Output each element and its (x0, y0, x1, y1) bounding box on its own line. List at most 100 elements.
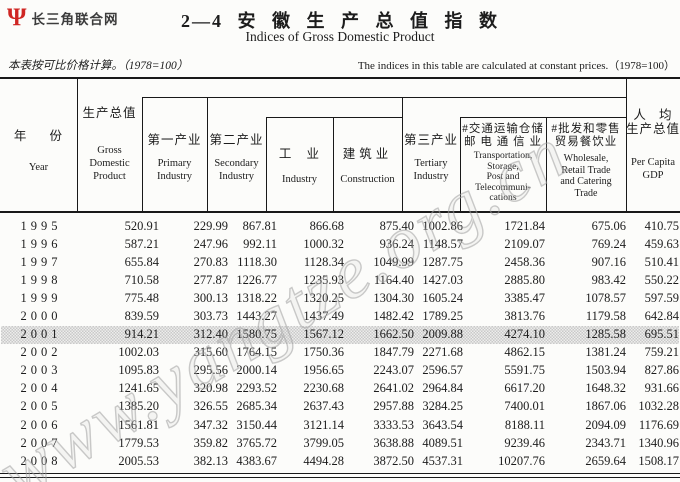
value-cell: 1318.22 (236, 290, 277, 305)
col-header-industry-zh: 工 业 (278, 147, 321, 161)
value-cell: 839.59 (124, 309, 159, 324)
col-header-wholesale-retail-catering: #批发和零售 贸易餐饮业 Wholesale, Retail Trade and… (546, 117, 626, 211)
value-cell: 2659.64 (585, 453, 626, 468)
value-cell: 914.21 (124, 327, 159, 342)
site-logo[interactable]: Ψ 长三角联合网 (7, 5, 119, 30)
col-header-tertiary-zh: 第三产业 (403, 132, 458, 147)
value-cell: 312.40 (193, 327, 228, 342)
value-cell: 2271.68 (422, 345, 463, 360)
col-header-year-zh: 年 份 (13, 129, 64, 143)
year-cell: 2000 (20, 309, 62, 324)
value-cell: 1750.36 (303, 345, 344, 360)
value-cell: 3385.47 (504, 290, 545, 305)
value-cell: 326.55 (193, 399, 228, 414)
year-cell: 2003 (20, 363, 62, 378)
value-cell: 1779.53 (118, 435, 159, 450)
value-cell: 1118.30 (237, 254, 277, 269)
value-cell: 3872.50 (373, 453, 414, 468)
value-cell: 247.96 (193, 236, 228, 251)
value-cell: 1095.83 (118, 363, 159, 378)
value-cell: 4089.51 (422, 435, 463, 450)
value-cell: 1381.24 (585, 345, 626, 360)
header-bottom-rule (0, 211, 680, 213)
value-cell: 2343.71 (585, 435, 626, 450)
table-top-rule (0, 77, 680, 80)
value-cell: 510.41 (644, 254, 679, 269)
value-cell: 550.22 (644, 272, 679, 287)
value-cell: 695.51 (644, 327, 679, 342)
value-cell: 1605.24 (422, 290, 463, 305)
value-cell: 1000.32 (303, 236, 344, 251)
value-cell: 2957.88 (373, 399, 414, 414)
value-cell: 1226.77 (236, 272, 277, 287)
value-cell: 9239.46 (504, 435, 545, 450)
value-cell: 2458.36 (504, 254, 545, 269)
value-cell: 1721.84 (504, 218, 545, 233)
value-cell: 295.56 (193, 363, 228, 378)
v-rule-year (77, 78, 79, 211)
value-cell: 1503.94 (585, 363, 626, 378)
value-cell: 2293.52 (236, 381, 277, 396)
col-header-industry: 工 业 Industry (266, 117, 333, 211)
col-header-primary-industry: 第一产业 Primary Industry (142, 98, 207, 211)
value-cell: 2637.43 (303, 399, 344, 414)
value-cell: 597.59 (644, 290, 679, 305)
col-header-secondary-industry: 第二产业 Secondary Industry (207, 98, 266, 211)
year-cell: 1998 (20, 272, 62, 287)
value-cell: 300.13 (193, 290, 228, 305)
year-cell: 1997 (20, 254, 62, 269)
value-cell: 4862.15 (504, 345, 545, 360)
value-cell: 347.32 (193, 417, 228, 432)
v-rule-groupbox-left (142, 97, 144, 211)
table-row: 1996 587.21 247.96 992.11 1000.32 936.24 1148… (1, 235, 680, 253)
table-row: 1995 520.91 229.99 867.81 866.68 875.40 1002.… (1, 217, 680, 235)
col-header-percapita-zh: 人 均 生产总值 (626, 107, 680, 136)
logo-icon: Ψ (7, 4, 27, 31)
col-header-industry-en: Industry (282, 174, 317, 185)
col-header-gdp: 生产总值 Gross Domestic Product (77, 78, 142, 211)
value-cell: 4383.67 (236, 453, 277, 468)
col-header-primary-en: Primary Industry (157, 157, 192, 182)
value-cell: 2009.88 (422, 327, 463, 342)
col-header-year-en: Year (28, 162, 49, 173)
value-cell: 1789.25 (422, 309, 463, 324)
col-header-primary-zh: 第一产业 (147, 132, 202, 147)
value-cell: 1482.42 (373, 309, 414, 324)
value-cell: 875.40 (379, 218, 414, 233)
value-cell: 1235.93 (303, 272, 344, 287)
value-cell: 936.24 (379, 236, 414, 251)
value-cell: 1580.75 (236, 327, 277, 342)
col-header-year: 年 份 Year (0, 78, 77, 211)
value-cell: 775.48 (124, 290, 159, 305)
value-cell: 1662.50 (373, 327, 414, 342)
value-cell: 1427.03 (422, 272, 463, 287)
value-cell: 410.75 (644, 218, 679, 233)
value-cell: 1443.27 (236, 309, 277, 324)
table-bottom-rule-inner (0, 476, 680, 478)
value-cell: 1148.57 (422, 236, 463, 251)
v-rule-construction-tertiary (402, 97, 404, 211)
value-cell: 1241.65 (118, 381, 159, 396)
value-cell: 1320.25 (303, 290, 344, 305)
table-row: 1999 775.48 300.13 1318.22 1320.25 1304.30 16… (1, 289, 680, 307)
value-cell: 1867.06 (585, 399, 626, 414)
value-cell: 1179.58 (585, 309, 626, 324)
year-cell: 2002 (20, 345, 62, 360)
col-header-wholesale-zh: #批发和零售 贸易餐饮业 (551, 123, 621, 148)
col-header-per-capita-gdp: 人 均 生产总值 Per Capita GDP (626, 78, 680, 211)
value-cell: 866.68 (309, 218, 344, 233)
value-cell: 655.84 (124, 254, 159, 269)
table-row: 2007 1779.53 359.82 3765.72 3799.05 3638.88 4… (1, 434, 680, 452)
value-cell: 1956.65 (303, 363, 344, 378)
value-cell: 1437.49 (303, 309, 344, 324)
value-cell: 769.24 (591, 236, 626, 251)
value-cell: 7400.01 (504, 399, 545, 414)
value-cell: 229.99 (193, 218, 228, 233)
table-row: 2006 1561.81 347.32 3150.44 3121.14 3333.53 3… (1, 416, 680, 434)
value-cell: 3765.72 (236, 435, 277, 450)
year-cell: 2005 (20, 399, 62, 414)
value-cell: 4494.28 (303, 453, 344, 468)
value-cell: 3638.88 (373, 435, 414, 450)
value-cell: 587.21 (124, 236, 159, 251)
